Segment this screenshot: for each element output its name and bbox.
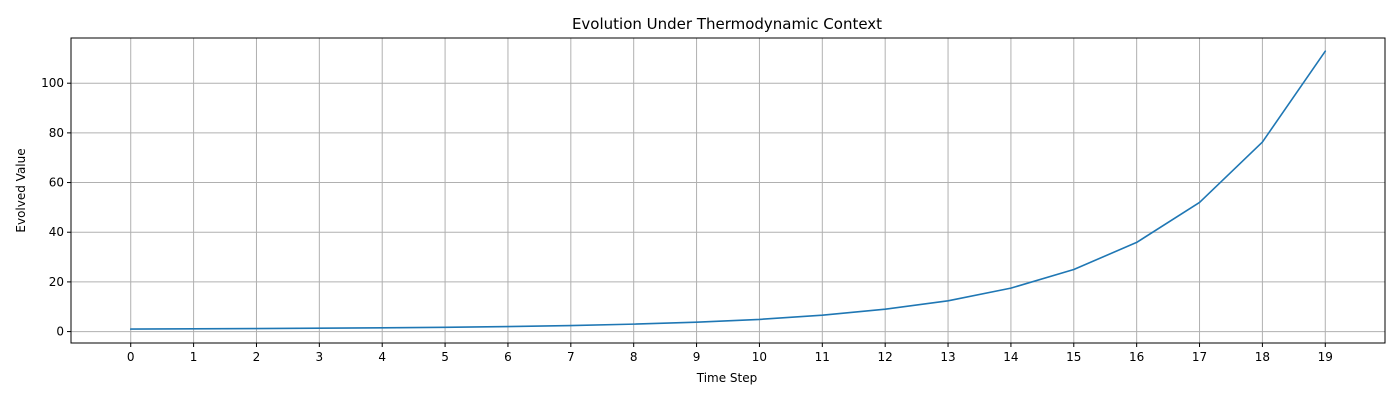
x-tick-label: 13 <box>940 350 955 364</box>
x-axis-label: Time Step <box>696 371 758 385</box>
x-tick-label: 16 <box>1129 350 1144 364</box>
x-axis: 0 1 2 3 4 5 6 7 8 9 10 11 12 13 14 15 16 17 18 19 <box>127 343 1333 364</box>
plot-frame <box>70 37 1386 344</box>
y-tick-label: 20 <box>49 275 64 289</box>
x-tick-label: 8 <box>630 350 638 364</box>
x-tick-label: 15 <box>1066 350 1081 364</box>
x-tick-label: 19 <box>1318 350 1333 364</box>
x-tick-label: 11 <box>815 350 830 364</box>
x-tick-label: 6 <box>504 350 512 364</box>
x-tick-label: 5 <box>441 350 449 364</box>
x-tick-label: 12 <box>878 350 893 364</box>
y-axis: 0 20 40 60 80 100 <box>41 76 71 339</box>
y-tick-label: 60 <box>49 176 64 190</box>
y-tick-label: 100 <box>41 76 64 90</box>
x-tick-label: 0 <box>127 350 135 364</box>
x-tick-label: 17 <box>1192 350 1207 364</box>
x-tick-label: 1 <box>190 350 198 364</box>
series-line-0 <box>129 50 1327 330</box>
x-tick-label: 14 <box>1003 350 1018 364</box>
x-tick-label: 9 <box>693 350 701 364</box>
plot-area <box>129 50 1327 330</box>
x-tick-label: 4 <box>378 350 386 364</box>
x-tick-label: 3 <box>316 350 324 364</box>
x-tick-label: 2 <box>253 350 261 364</box>
chart-title: Evolution Under Thermodynamic Context <box>572 15 882 33</box>
y-tick-label: 0 <box>56 325 64 339</box>
y-axis-label: Evolved Value <box>14 148 28 232</box>
x-tick-label: 7 <box>567 350 575 364</box>
grid-lines <box>71 38 1385 343</box>
y-tick-label: 40 <box>49 225 64 239</box>
x-tick-label: 18 <box>1255 350 1270 364</box>
x-tick-label: 10 <box>752 350 767 364</box>
y-tick-label: 80 <box>49 126 64 140</box>
